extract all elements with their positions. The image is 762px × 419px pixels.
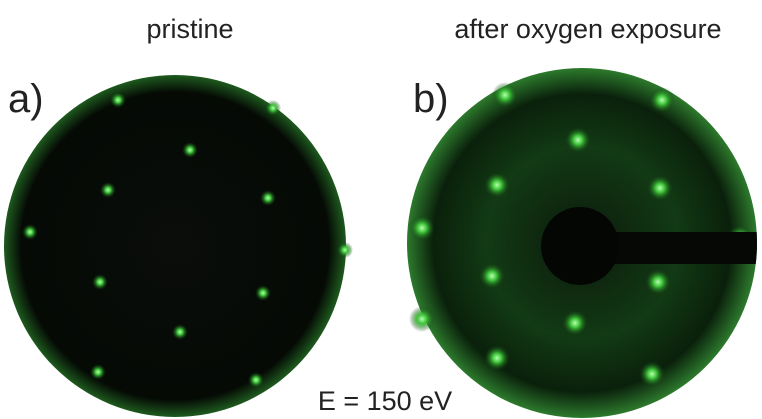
caption: E = 150 eV (318, 386, 452, 416)
diffraction-spot (100, 182, 116, 198)
diffraction-spot (562, 310, 588, 336)
diffraction-spot (484, 345, 510, 371)
leed-pattern-a (4, 75, 353, 417)
diffraction-spot (92, 274, 108, 290)
panel-label: a) (8, 77, 44, 121)
figure: pristine after oxygen exposure a) b) E =… (0, 0, 762, 419)
diffraction-spot (172, 324, 188, 340)
diffraction-spot (110, 92, 126, 108)
diffraction-spot (337, 242, 353, 258)
diffraction-spot (260, 190, 276, 206)
diffraction-spot (647, 175, 673, 201)
leed-pattern-b (407, 68, 762, 418)
diffraction-spot (90, 364, 106, 380)
diffraction-spot (182, 142, 198, 158)
diffraction-spot (649, 87, 675, 113)
diffraction-spot (639, 361, 665, 387)
diffraction-spot (265, 100, 281, 116)
diffraction-spot (255, 285, 271, 301)
panel-label: b) (413, 77, 449, 121)
diffraction-spot (492, 82, 518, 108)
diffraction-spot (484, 172, 510, 198)
diffraction-spot (22, 224, 38, 240)
diffraction-spot (645, 269, 671, 295)
diffraction-spot (565, 127, 591, 153)
diffraction-spot (409, 306, 435, 332)
diffraction-spot (479, 263, 505, 289)
diffraction-spot (248, 372, 264, 388)
diffraction-spot (409, 215, 435, 241)
panel-title: pristine (146, 14, 233, 44)
panel-title: after oxygen exposure (454, 14, 721, 44)
